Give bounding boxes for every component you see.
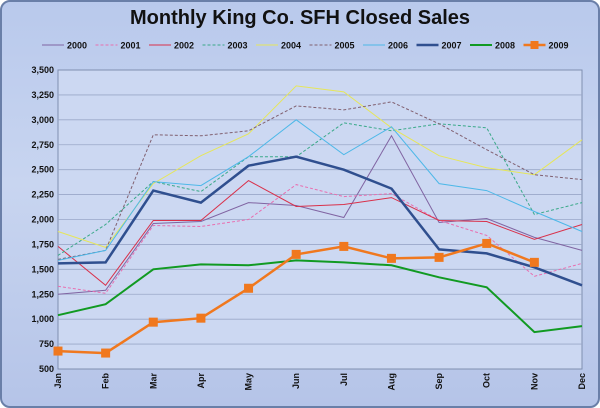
legend-label-2009: 2009	[549, 41, 569, 51]
data-point-2009	[148, 317, 158, 327]
y-tick-label: 500	[39, 364, 54, 374]
series-line-2003	[57, 122, 583, 256]
data-point-2009	[482, 238, 492, 248]
x-tick-label: Aug	[386, 373, 396, 391]
chart-title: Monthly King Co. SFH Closed Sales	[129, 7, 471, 29]
data-point-2009	[53, 346, 63, 356]
legend-label-2001: 2001	[121, 41, 141, 51]
legend-label-2002: 2002	[174, 41, 194, 51]
y-tick-label: 1,500	[31, 264, 54, 274]
legend-label-2005: 2005	[335, 41, 355, 51]
x-tick-label: Sep	[434, 373, 444, 390]
data-point-2009	[434, 252, 444, 262]
series-line-2002	[57, 179, 583, 287]
y-tick-label: 1,250	[31, 289, 54, 299]
x-tick-label: Jan	[53, 373, 63, 389]
x-tick-label: Dec	[577, 373, 587, 390]
legend-label-2003: 2003	[228, 41, 248, 51]
series-line-2001	[57, 184, 583, 294]
data-point-2009	[101, 348, 111, 358]
y-tick-label: 2,500	[31, 165, 54, 175]
y-tick-label: 2,750	[31, 140, 54, 150]
y-tick-label: 3,500	[31, 65, 54, 75]
series-line-2000	[57, 134, 583, 295]
data-point-2009	[291, 249, 301, 259]
y-tick-label: 2,000	[31, 215, 54, 225]
series-line-2007	[57, 155, 583, 287]
data-point-2009	[339, 241, 349, 251]
x-tick-label: Apr	[196, 373, 206, 389]
series-line-2008	[57, 259, 583, 334]
series-line-2006	[57, 119, 583, 261]
x-tick-label: Oct	[482, 373, 492, 388]
legend-label-2004: 2004	[281, 41, 301, 51]
data-point-2009	[196, 313, 206, 323]
series-line-2004	[57, 85, 583, 248]
x-tick-label: Nov	[529, 373, 539, 390]
legend-label-2008: 2008	[495, 41, 515, 51]
y-tick-label: 2,250	[31, 190, 54, 200]
data-point-2009	[529, 257, 539, 267]
y-tick-label: 3,250	[31, 90, 54, 100]
legend-label-2006: 2006	[388, 41, 408, 51]
y-tick-label: 1,000	[31, 314, 54, 324]
series-line-2005	[57, 101, 583, 260]
x-tick-label: Mar	[148, 373, 158, 390]
data-point-2009	[244, 283, 254, 293]
x-tick-label: Jul	[339, 373, 349, 386]
y-tick-label: 1,750	[31, 239, 54, 249]
x-tick-label: May	[244, 373, 254, 391]
x-tick-label: Jun	[291, 373, 301, 389]
y-tick-label: 750	[39, 339, 54, 349]
legend-marker-2009	[530, 41, 539, 49]
legend-label-2000: 2000	[67, 41, 87, 51]
data-point-2009	[386, 253, 396, 263]
y-tick-label: 3,000	[31, 115, 54, 125]
legend-label-2007: 2007	[442, 41, 462, 51]
x-tick-label: Feb	[101, 373, 111, 390]
